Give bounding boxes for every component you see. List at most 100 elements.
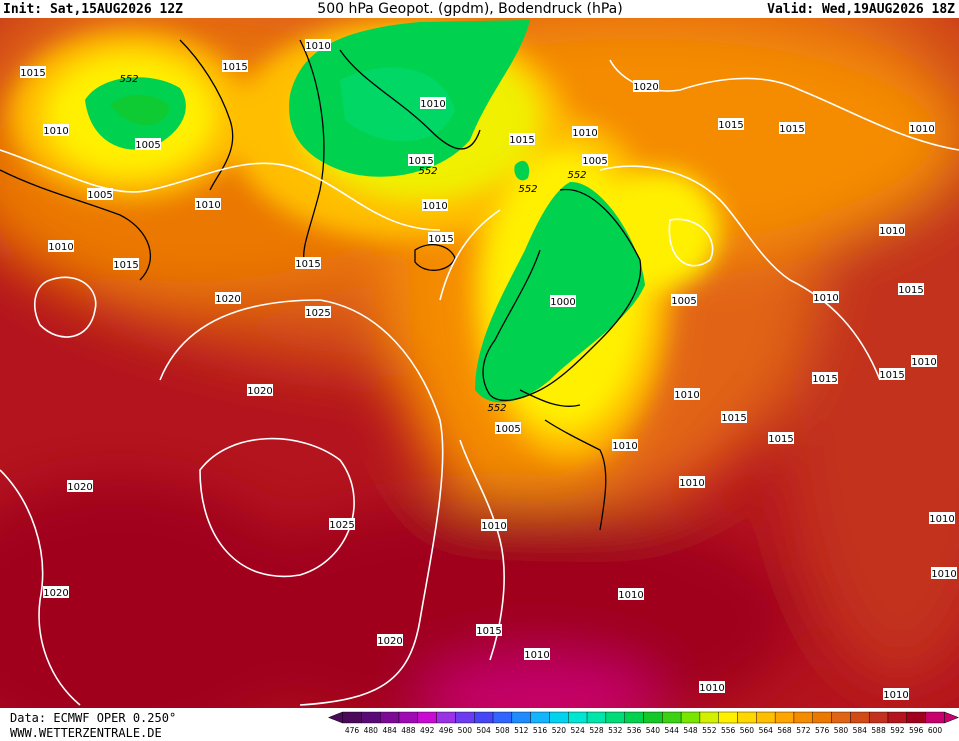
isobar-label-box — [582, 154, 608, 166]
isobar-label: 1005 — [495, 424, 520, 435]
website: WWW.WETTERZENTRALE.DE — [10, 726, 162, 740]
isobar-label-box — [721, 411, 747, 423]
legend-swatch — [342, 711, 362, 724]
isobar-label-box — [20, 66, 46, 78]
isobar-label: 1015 — [768, 434, 793, 445]
isobar-label: 1015 — [295, 259, 320, 270]
isobar-label: 1010 — [909, 124, 934, 135]
isobar-label-box — [428, 232, 454, 244]
legend-swatch — [511, 711, 531, 724]
isobar-label-box — [222, 60, 248, 72]
isobar-label: 1010 — [572, 128, 597, 139]
legend-swatch — [850, 711, 870, 724]
isobar-label: 1005 — [87, 190, 112, 201]
legend-swatch — [718, 711, 738, 724]
legend-swatch — [361, 711, 381, 724]
isobar-label: 1010 — [48, 242, 73, 253]
legend-swatch — [455, 711, 475, 724]
isobar-label: 1010 — [674, 390, 699, 401]
isobar-label: 1015 — [898, 285, 923, 296]
legend-swatch — [925, 711, 945, 724]
isobar-label-box — [113, 258, 139, 270]
legend-level: 564 — [759, 726, 774, 735]
legend-level: 520 — [552, 726, 567, 735]
legend-level: 584 — [853, 726, 868, 735]
isobar-label: 1025 — [305, 308, 330, 319]
isobar-label-box — [671, 294, 697, 306]
legend-level: 536 — [627, 726, 642, 735]
isobar-label-box — [215, 292, 241, 304]
isobar-label: 1020 — [43, 588, 68, 599]
isobar-label: 1015 — [408, 156, 433, 167]
geopotential-label: 552 — [119, 74, 138, 85]
isobar-label: 1010 — [699, 683, 724, 694]
isobar-label-box — [779, 122, 805, 134]
coastlines — [0, 39, 642, 531]
legend-swatch — [812, 711, 832, 724]
isobar-label-box — [618, 588, 644, 600]
isobar-label: 1020 — [633, 82, 658, 93]
legend-swatch — [398, 711, 419, 724]
legend-swatch — [906, 711, 926, 724]
isobar-label: 1020 — [67, 482, 92, 493]
geopotential-label: 552 — [418, 166, 437, 177]
isobar-label-box — [481, 519, 507, 531]
legend-level: 552 — [702, 726, 717, 735]
field-green — [85, 20, 645, 403]
isobar-label: 1010 — [612, 441, 637, 452]
isobar-label: 1015 — [476, 626, 501, 637]
legend-swatch — [436, 711, 456, 724]
isobar-label: 1020 — [215, 294, 240, 305]
legend-level: 592 — [890, 726, 905, 735]
isobar-label-box — [420, 97, 446, 109]
isobar-label-box — [813, 291, 839, 303]
isobar-label: 1010 — [524, 650, 549, 661]
isobar-label: 1015 — [721, 413, 746, 424]
isobar-label: 1015 — [20, 68, 45, 79]
isobar-label-box — [247, 384, 273, 396]
isobar-label-box — [476, 624, 502, 636]
legend-swatch — [492, 711, 513, 724]
isobar-label: 1010 — [305, 41, 330, 52]
isobar-label: 1005 — [135, 140, 160, 151]
legend-level: 504 — [476, 726, 491, 735]
isobar-label-box — [195, 198, 221, 210]
legend-swatch — [868, 711, 889, 724]
geopotential-label: 552 — [518, 184, 537, 195]
geopotential-label: 552 — [567, 170, 586, 181]
isobar-label-box — [377, 634, 403, 646]
isobar-label-box — [812, 372, 838, 384]
isobar-label-box — [679, 476, 705, 488]
legend-level: 480 — [364, 726, 379, 735]
legend-swatch — [549, 711, 569, 724]
isobar-label-box — [305, 39, 331, 51]
legend-level: 484 — [382, 726, 397, 735]
legend-level: 508 — [495, 726, 510, 735]
isobar-label: 1015 — [222, 62, 247, 73]
valid-time: Valid: Wed,19AUG2026 18Z — [767, 2, 955, 17]
isobar-label: 1015 — [779, 124, 804, 135]
geopotential-label: 552 — [487, 403, 506, 414]
isobar-label-box — [898, 283, 924, 295]
isobar-label: 1010 — [679, 478, 704, 489]
legend-swatch — [680, 711, 701, 724]
isobar-label-box — [879, 224, 905, 236]
isobar-label: 1010 — [420, 99, 445, 110]
legend-level: 572 — [796, 726, 811, 735]
legend-level: 488 — [401, 726, 416, 735]
legend-level: 516 — [533, 726, 548, 735]
legend-swatch — [699, 711, 719, 724]
legend-swatch — [831, 711, 851, 724]
isobar-label-box — [909, 122, 935, 134]
legend-swatch — [737, 711, 757, 724]
isobar-label: 1010 — [929, 514, 954, 525]
legend-level: 568 — [777, 726, 792, 735]
legend-level: 476 — [345, 726, 360, 735]
isobar-label: 1005 — [671, 296, 696, 307]
legend-swatch — [662, 711, 682, 724]
legend-swatch — [643, 711, 663, 724]
legend-swatch — [586, 711, 607, 724]
legend-swatch — [793, 711, 813, 724]
color-legend: 476 480 484 488 492 496 500 504 508 512 516 520 524 5… — [327, 711, 959, 735]
isobar-label-box — [43, 124, 69, 136]
